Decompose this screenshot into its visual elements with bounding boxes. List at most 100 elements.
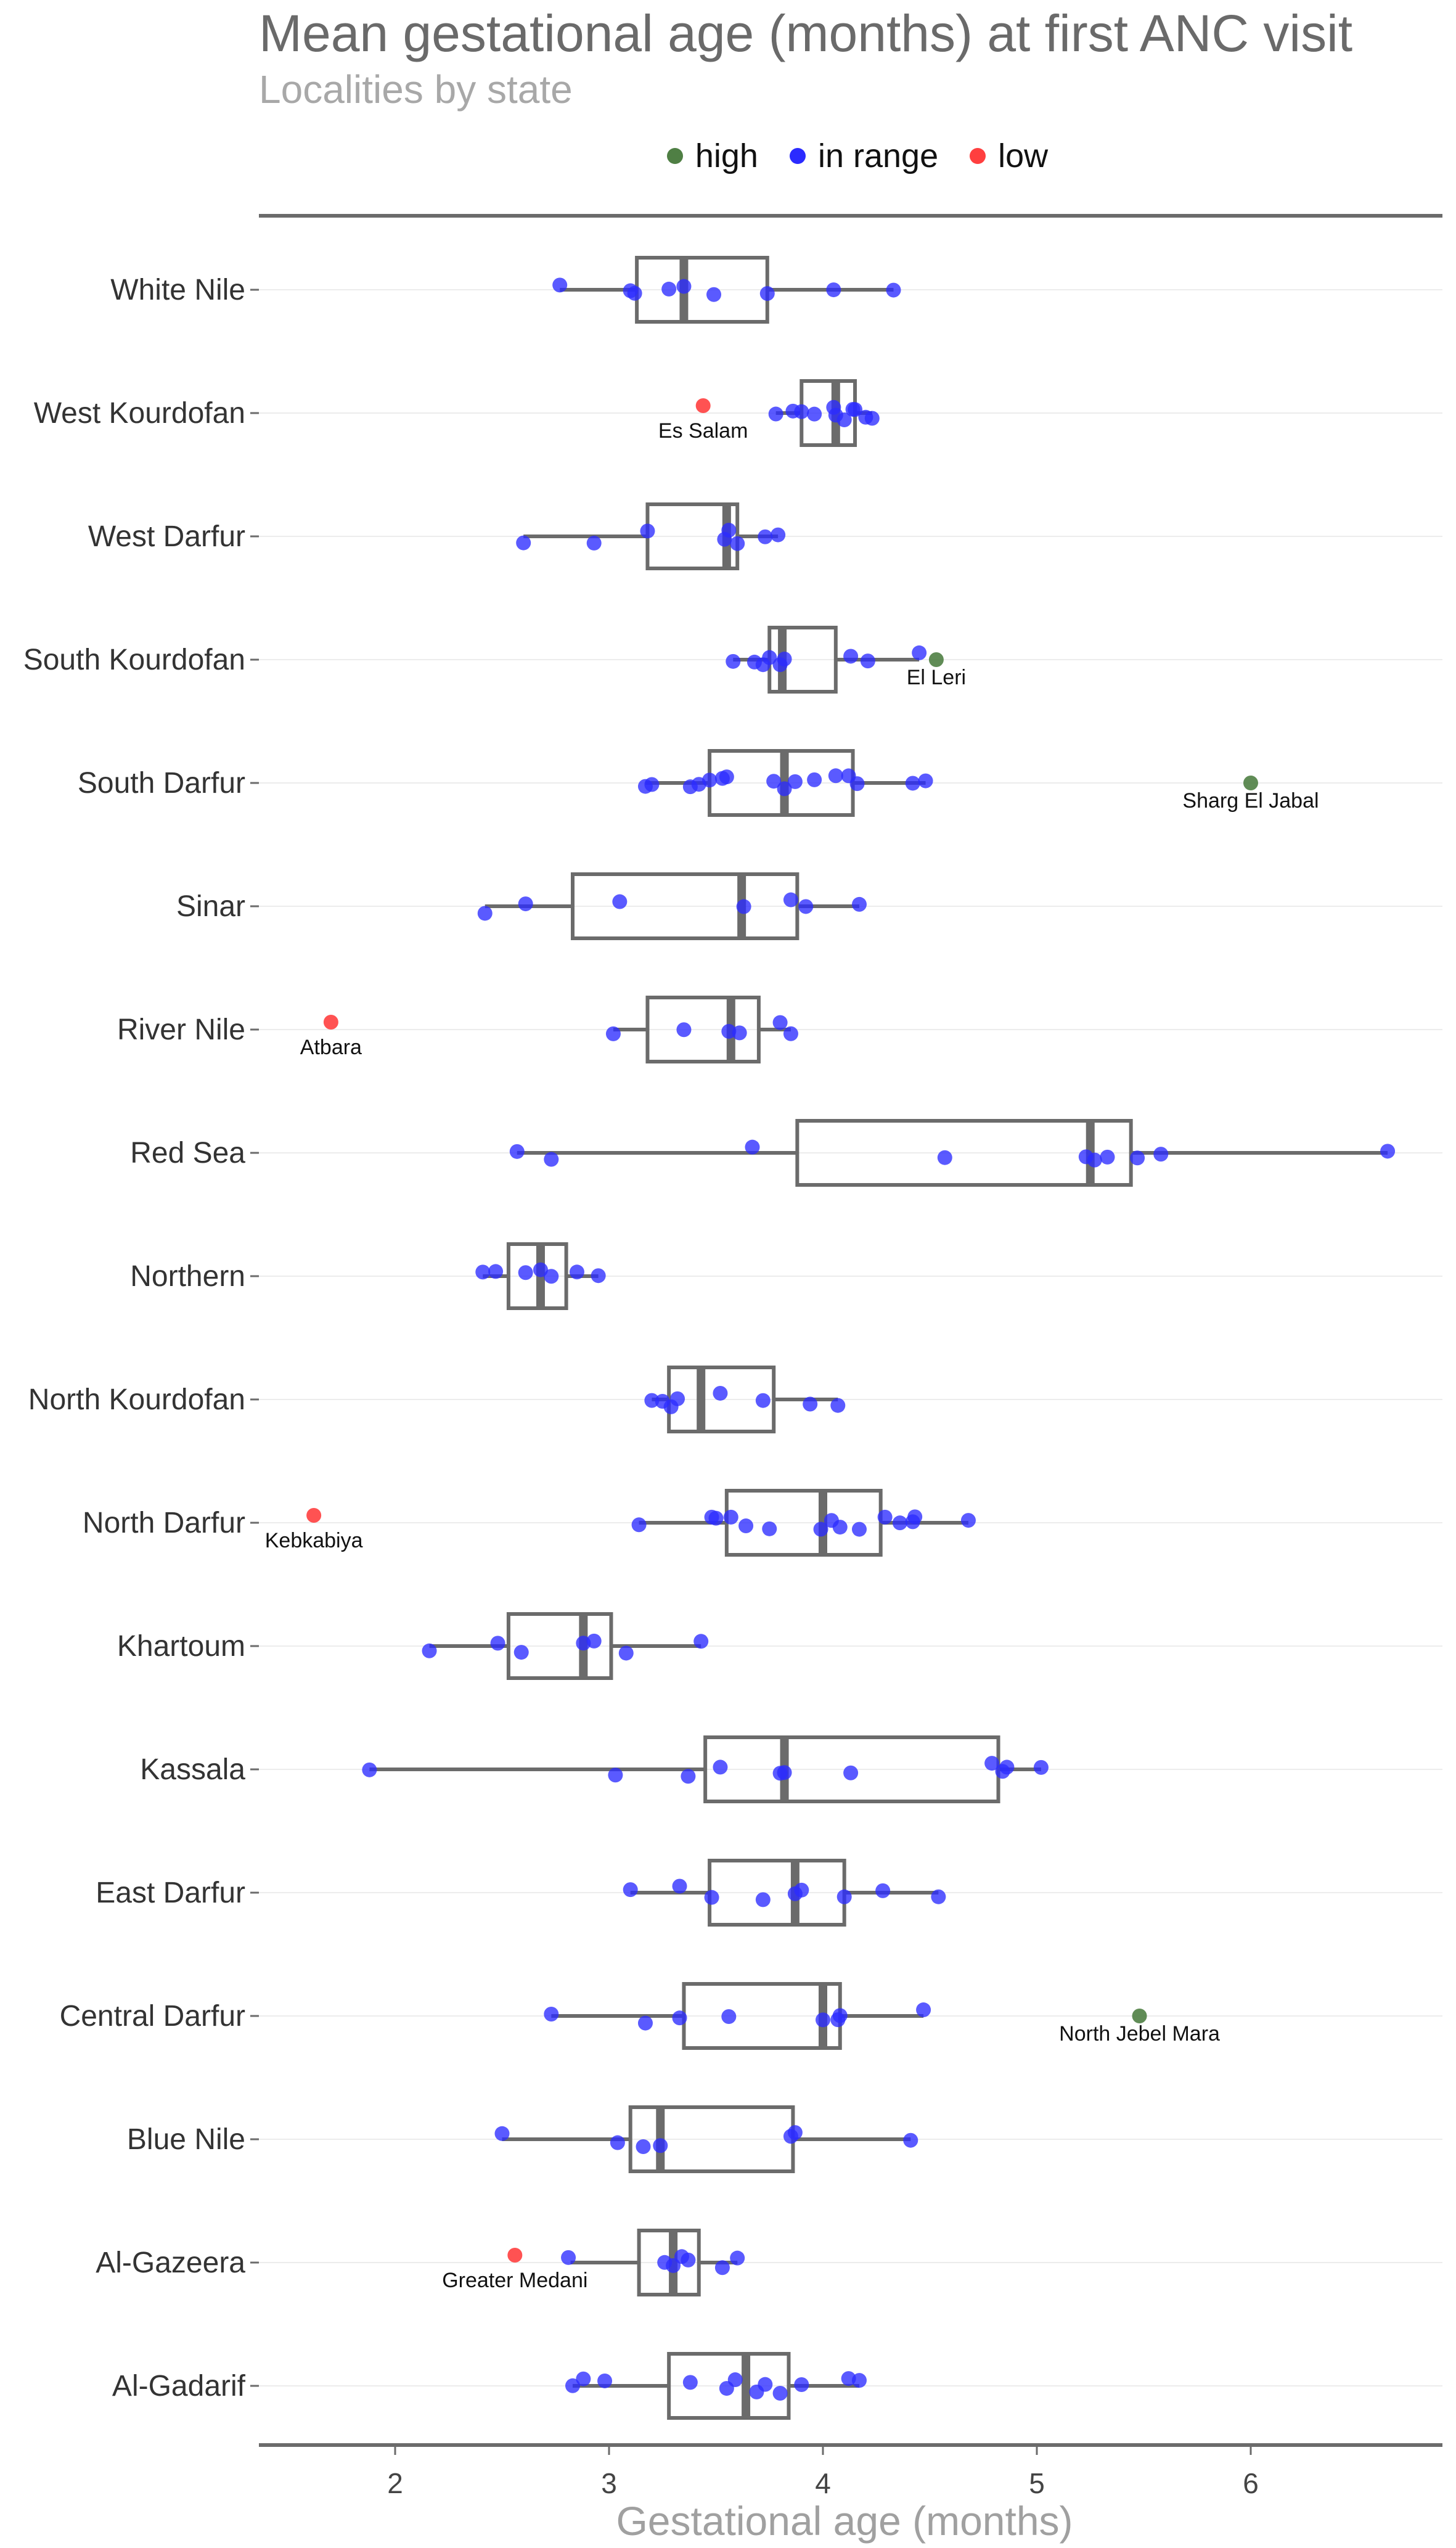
point-north-kourdofan-4	[713, 1385, 728, 1401]
point-low-north-darfur-0	[306, 1508, 322, 1523]
point-north-darfur-6	[813, 1522, 828, 1537]
point-kassala-5	[777, 1765, 792, 1780]
category-label-al-gazeera: Al-Gazeera	[96, 2247, 245, 2279]
point-red-sea-3	[937, 1150, 952, 1165]
point-blue-nile-0	[494, 2126, 510, 2141]
point-south-kourdofan-5	[777, 652, 792, 667]
point-south-kourdofan-0	[726, 653, 741, 669]
category-label-north-kourdofan: North Kourdofan	[28, 1383, 245, 1416]
point-west-kourdofan-8	[848, 402, 863, 417]
point-south-darfur-11	[828, 768, 843, 784]
point-red-sea-1	[544, 1152, 559, 1167]
x-tick-label-6: 6	[1243, 2467, 1259, 2499]
point-central-darfur-6	[832, 2008, 848, 2023]
legend-dot-high	[666, 147, 683, 164]
box-red-sea	[795, 1119, 1133, 1187]
category-label-blue-nile: Blue Nile	[127, 2123, 245, 2156]
point-south-darfur-4	[702, 772, 718, 788]
point-sinar-0	[477, 906, 493, 921]
point-north-kourdofan-3	[670, 1391, 685, 1406]
point-sinar-4	[783, 892, 798, 907]
point-west-darfur-1	[586, 535, 602, 551]
annotation-atbara: Atbara	[300, 1036, 362, 1059]
box-river-nile	[645, 996, 761, 1063]
point-red-sea-6	[1100, 1149, 1115, 1165]
point-al-gadarif-3	[682, 2375, 698, 2390]
point-south-darfur-15	[918, 773, 933, 789]
point-northern-6	[591, 1268, 606, 1284]
point-al-gazeera-4	[681, 2252, 696, 2267]
legend-label-low: low	[998, 137, 1049, 174]
point-white-nile-2	[623, 283, 638, 298]
point-river-nile-0	[605, 1026, 621, 1041]
point-east-darfur-6	[836, 1889, 852, 1904]
point-white-nile-3	[661, 281, 677, 297]
point-east-darfur-8	[931, 1889, 946, 1904]
point-sinar-1	[518, 896, 533, 912]
point-south-darfur-13	[849, 776, 865, 792]
point-blue-nile-3	[653, 2138, 668, 2153]
point-al-gadarif-9	[794, 2377, 809, 2392]
point-low-river-nile-0	[323, 1015, 338, 1030]
annotation-north-jebel-mara: North Jebel Mara	[1059, 2022, 1220, 2046]
point-kassala-2	[681, 1769, 696, 1784]
point-white-nile-4	[676, 279, 692, 294]
point-south-kourdofan-8	[912, 645, 927, 660]
point-low-al-gazeera-0	[507, 2248, 523, 2263]
point-south-darfur-6	[719, 769, 734, 785]
point-east-darfur-2	[704, 1890, 719, 1905]
point-south-kourdofan-6	[843, 649, 859, 664]
point-central-darfur-3	[721, 2009, 737, 2025]
legend-dot-in-range	[789, 147, 806, 164]
point-low-west-kourdofan-0	[695, 398, 711, 413]
point-central-darfur-2	[672, 2010, 687, 2026]
category-label-red-sea: Red Sea	[130, 1137, 245, 1170]
annotation-es-salam: Es Salam	[658, 419, 748, 443]
category-label-south-darfur: South Darfur	[78, 767, 245, 800]
point-west-kourdofan-6	[836, 412, 852, 428]
point-north-darfur-14	[960, 1513, 976, 1528]
point-west-darfur-0	[516, 535, 531, 551]
point-north-darfur-0	[631, 1517, 647, 1533]
point-north-darfur-2	[708, 1510, 724, 1526]
category-label-al-gadarif: Al-Gadarif	[112, 2370, 246, 2403]
point-river-nile-3	[732, 1025, 747, 1041]
point-al-gadarif-0	[565, 2378, 581, 2393]
point-red-sea-0	[509, 1144, 525, 1159]
point-al-gadarif-2	[597, 2373, 613, 2388]
point-al-gazeera-0	[561, 2250, 576, 2265]
category-label-northern: Northern	[130, 1260, 245, 1293]
point-north-darfur-4	[738, 1518, 754, 1534]
point-khartoum-4	[586, 1633, 602, 1649]
x-tick-label-4: 4	[815, 2467, 831, 2499]
point-central-darfur-1	[637, 2015, 653, 2031]
chart-title: Mean gestational age (months) at first A…	[259, 4, 1353, 62]
point-khartoum-5	[618, 1645, 634, 1661]
category-label-kassala: Kassala	[140, 1753, 245, 1786]
box-sinar	[571, 872, 800, 940]
point-khartoum-6	[693, 1634, 709, 1649]
point-central-darfur-0	[544, 2007, 559, 2022]
legend-item-in-range: in range	[789, 137, 938, 175]
annotation-sharg-el-jabal: Sharg El Jabal	[1182, 789, 1319, 813]
point-river-nile-1	[676, 1022, 692, 1038]
point-south-kourdofan-3	[762, 650, 777, 665]
point-blue-nile-1	[610, 2135, 625, 2150]
point-al-gazeera-6	[730, 2250, 745, 2266]
point-blue-nile-6	[903, 2132, 918, 2148]
point-north-kourdofan-5	[755, 1393, 771, 1408]
point-east-darfur-3	[755, 1892, 771, 1907]
point-al-gadarif-8	[772, 2385, 788, 2401]
point-south-darfur-7	[766, 774, 782, 789]
category-label-west-kourdofan: West Kourdofan	[34, 397, 245, 430]
box-al-gadarif	[667, 2352, 791, 2420]
legend-label-high: high	[695, 137, 758, 174]
point-red-sea-8	[1153, 1147, 1169, 1162]
category-label-central-darfur: Central Darfur	[60, 2000, 245, 2033]
category-label-north-darfur: North Darfur	[83, 1507, 245, 1539]
point-north-kourdofan-7	[830, 1398, 846, 1413]
point-red-sea-2	[745, 1139, 760, 1155]
point-high-south-darfur-0	[1243, 776, 1258, 790]
point-white-nile-6	[759, 286, 775, 301]
